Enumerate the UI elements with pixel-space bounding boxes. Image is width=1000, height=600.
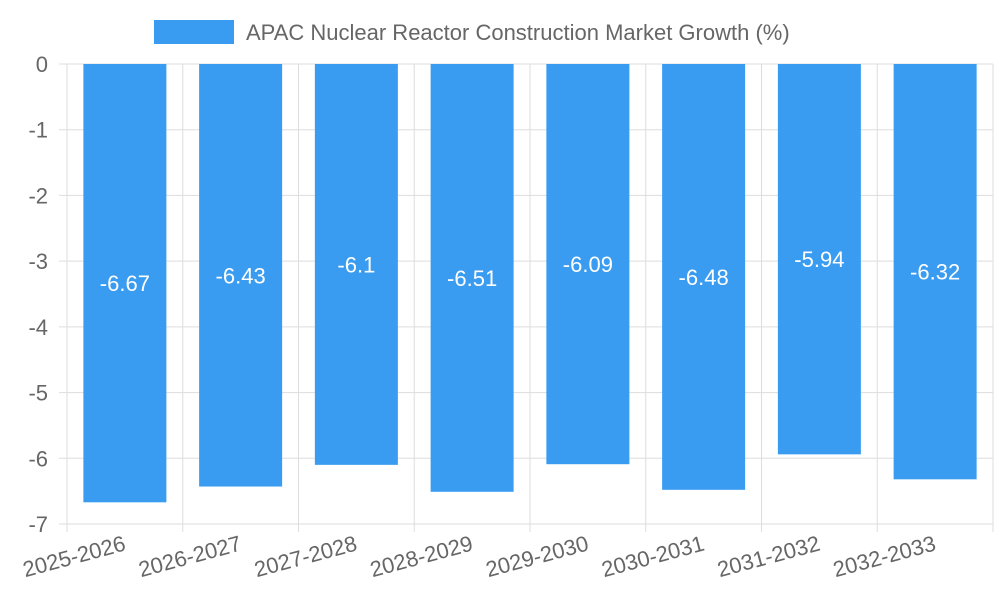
x-tick-label: 2029-2030 — [483, 531, 591, 582]
y-tick-label: -4 — [28, 315, 48, 340]
x-tick-label: 2025-2026 — [20, 531, 128, 582]
bar-2025-2026[interactable] — [83, 64, 167, 503]
y-axis-ticks: 0 -1 -2 -3 -4 -5 -6 -7 — [28, 52, 48, 537]
value-label: -6.43 — [216, 263, 266, 288]
legend[interactable]: APAC Nuclear Reactor Construction Market… — [154, 20, 790, 45]
value-label: -6.1 — [337, 252, 375, 277]
value-label: -5.94 — [794, 247, 844, 272]
legend-swatch — [154, 20, 234, 44]
value-label: -6.09 — [563, 252, 613, 277]
bar-2031-2032[interactable] — [777, 64, 861, 455]
x-tick-label: 2032-2033 — [830, 531, 938, 582]
y-tick-label: -2 — [28, 183, 48, 208]
x-tick-label: 2026-2027 — [136, 531, 244, 582]
bar-2028-2029[interactable] — [430, 64, 514, 492]
bar-2032-2033[interactable] — [893, 64, 977, 480]
value-label: -6.32 — [910, 260, 960, 285]
y-tick-label: -5 — [28, 381, 48, 406]
bar-2027-2028[interactable] — [314, 64, 398, 465]
x-tick-label: 2027-2028 — [252, 531, 360, 582]
bar-layer — [83, 64, 977, 503]
y-tick-label: -3 — [28, 249, 48, 274]
y-tick-label: 0 — [36, 52, 48, 77]
y-tick-label: -1 — [28, 118, 48, 143]
bar-2026-2027[interactable] — [199, 64, 283, 487]
bar-2029-2030[interactable] — [546, 64, 630, 465]
value-label: -6.67 — [100, 271, 150, 296]
x-tick-label: 2028-2029 — [367, 531, 475, 582]
value-labels: -6.67 -6.43 -6.1 -6.51 -6.09 -6.48 -5.94 -6.32 — [100, 247, 960, 296]
x-tick-label: 2030-2031 — [599, 531, 707, 582]
x-tick-label: 2031-2032 — [715, 531, 823, 582]
value-label: -6.51 — [447, 266, 497, 291]
value-label: -6.48 — [679, 265, 729, 290]
y-tick-label: -6 — [28, 446, 48, 471]
y-tick-label: -7 — [28, 512, 48, 537]
bar-2030-2031[interactable] — [662, 64, 746, 490]
legend-label: APAC Nuclear Reactor Construction Market… — [246, 20, 790, 45]
x-axis-ticks: 2025-2026 2026-2027 2027-2028 2028-2029 2029… — [20, 531, 938, 582]
